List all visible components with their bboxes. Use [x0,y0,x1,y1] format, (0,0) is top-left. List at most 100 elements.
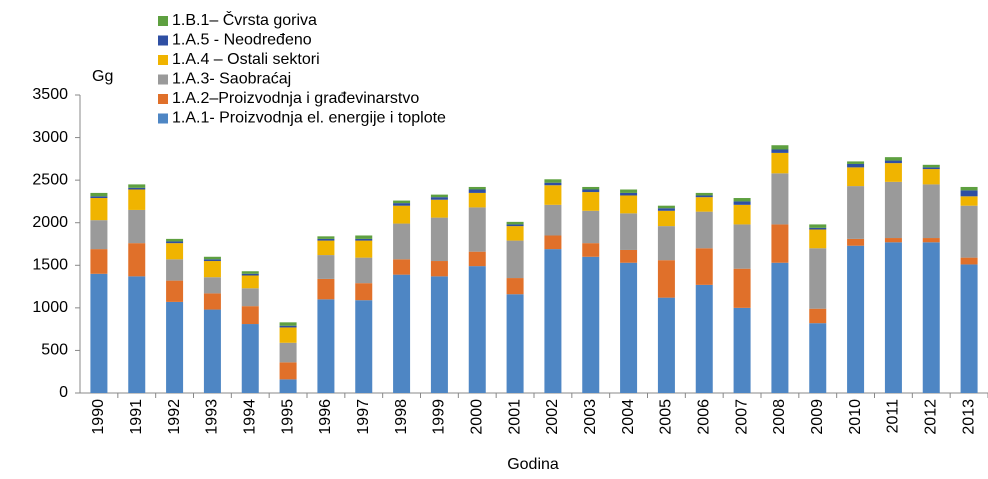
bar-segment [355,240,373,258]
x-tick-label: 1995 [279,399,296,435]
bar-segment [657,226,675,261]
bar-segment [657,297,675,393]
x-tick-label: 2005 [658,399,675,435]
bar-segment [468,192,486,208]
legend-label: 1.B.1– Čvrsta goriva [172,10,317,29]
bar-segment [241,271,259,274]
bar-segment [393,274,411,393]
x-tick-label: 2006 [695,399,712,435]
x-tick-label: 1996 [317,399,334,435]
bar-segment [771,173,789,225]
y-tick-label: 3500 [32,86,68,103]
bar-segment [506,294,524,393]
bar-segment [90,273,108,393]
bar-segment [620,192,638,196]
bar-segment [317,278,335,300]
bar-segment [582,192,600,211]
bar-segment [620,249,638,263]
x-tick-label: 1992 [166,399,183,435]
legend-swatch [158,94,168,104]
bar-segment [733,204,751,225]
bar-segment [317,255,335,279]
bar-segment [355,300,373,393]
bar-segment [960,264,978,393]
bar-segment [430,197,448,200]
bar-segment [279,322,297,326]
bar-segment [695,248,713,285]
bar-segment [960,196,978,206]
bar-segment [279,362,297,380]
legend-swatch [158,16,168,26]
y-tick-label: 3000 [32,129,68,146]
bar-segment [582,186,600,190]
bar-segment [847,167,865,187]
bar-segment [128,184,146,188]
bar-segment [620,262,638,393]
bar-segment [128,209,146,244]
bar-segment [430,276,448,393]
y-tick-label: 2000 [32,214,68,231]
y-axis-label: Gg [92,68,113,85]
bar-segment [430,199,448,218]
bar-segment [544,185,562,205]
x-tick-label: 2001 [506,399,523,435]
bar-segment [468,189,486,193]
bar-segment [847,161,865,164]
bar-segment [203,277,221,294]
bar-segment [128,189,146,210]
legend-swatch [158,74,168,85]
bar-segment [241,288,259,307]
bar-segment [544,179,562,183]
x-tick-label: 2004 [620,399,637,435]
bar-segment [279,325,297,328]
bar-segment [279,342,297,363]
bar-segment [771,149,789,153]
bar-segment [317,236,335,239]
bar-segment [657,260,675,298]
bar-segment [657,205,675,209]
bar-segment [430,217,448,262]
bar-segment [468,251,486,267]
x-tick-label: 1993 [204,399,221,435]
bar-segment [620,189,638,193]
y-tick-label: 500 [41,342,68,359]
legend-swatch [158,113,168,124]
bar-segment [695,195,713,198]
bar-segment [809,308,827,324]
x-tick-label: 2000 [468,399,485,435]
bar-segment [203,309,221,393]
x-tick-label: 1990 [90,399,107,435]
bar-segment [468,266,486,393]
bar-segment [922,167,940,170]
bar-segment [241,273,259,276]
x-tick-label: 2013 [960,399,977,435]
bar-segment [241,275,259,289]
bar-segment [582,256,600,393]
bar-segment [884,242,902,393]
bar-segment [847,163,865,168]
bar-segment [922,164,940,168]
bar-segment [241,306,259,325]
legend-swatch [158,55,168,65]
bar-segment [809,323,827,393]
bar-segment [960,257,978,265]
bar-segment [355,238,373,241]
bar-segment [166,259,184,281]
bar-segment [203,293,221,310]
legend-label: 1.A.1- Proizvodnja el. energije i toplot… [172,110,446,127]
bar-segment [847,186,865,239]
bar-segment [166,301,184,393]
bar-segment [544,249,562,393]
legend-label: 1.A.4 – Ostali sektori [172,51,320,68]
bar-segment [733,307,751,393]
x-tick-label: 1998 [393,399,410,435]
legend-label: 1.A.3- Saobraćaj [172,71,291,88]
x-tick-label: 1999 [431,399,448,435]
bar-segment [733,268,751,308]
bar-segment [695,192,713,196]
bar-segment [582,189,600,193]
bar-segment [922,242,940,393]
bar-segment [506,224,524,227]
bar-segment [355,257,373,284]
legend-swatch [158,35,168,46]
